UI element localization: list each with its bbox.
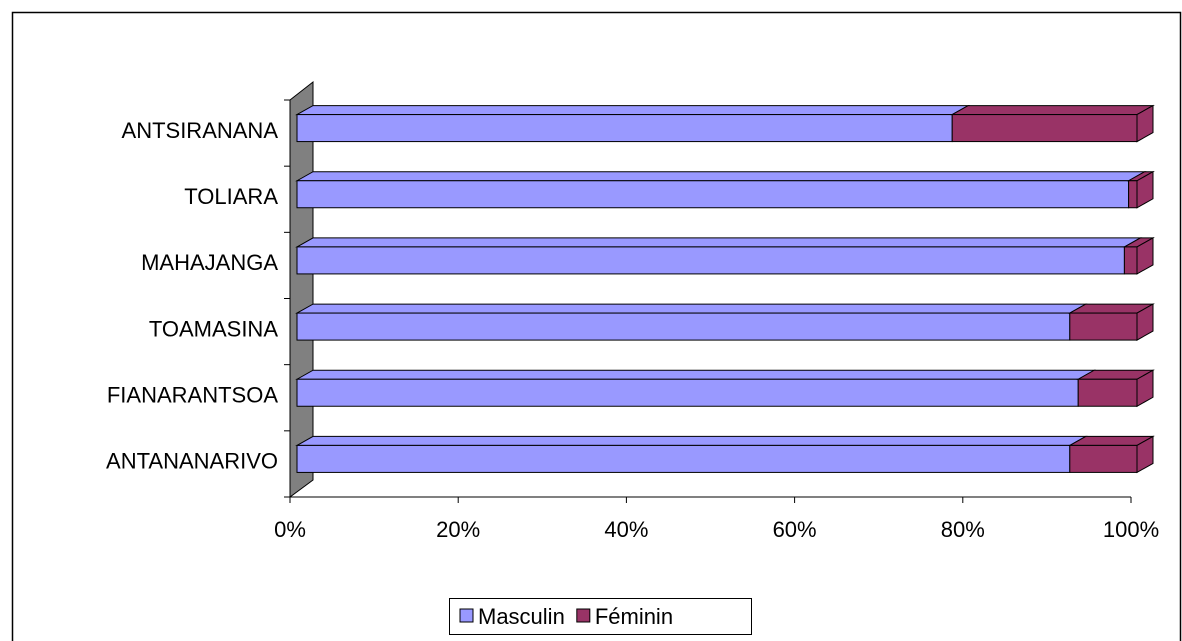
y-tick-label: TOLIARA [184,184,278,209]
x-tick-label: 40% [604,517,648,542]
bar-segment [1126,170,1155,209]
bar-side [1136,435,1154,474]
bar-side [1136,237,1154,275]
x-tick-label: 0% [274,517,306,542]
bar-top [295,303,1088,314]
y-tick-label: ANTANANARIVO [106,449,278,474]
y-tick-label: TOAMASINA [149,316,279,341]
bar-front [296,312,1071,341]
x-tick-label: 20% [436,517,480,542]
bar-side [1136,369,1154,408]
bar-segment [295,237,1143,275]
bar-top [295,105,971,116]
bar-side [1136,303,1154,341]
x-tick-label: 60% [773,517,817,542]
bar-side [1136,170,1154,209]
bar-segment [1067,303,1155,341]
bar-segment [295,303,1088,341]
bar-front [1128,180,1138,209]
bar-segment [950,104,1155,143]
x-tick-label: 100% [1103,517,1159,542]
y-tick-label: FIANARANTSOA [107,383,278,408]
bar-top [950,105,1155,116]
bar-top [295,237,1143,248]
bar-front [1069,312,1138,341]
bar-segment [295,369,1097,407]
bar-front [1069,444,1138,473]
bar-side [1136,104,1154,143]
legend-swatch [459,608,474,623]
bar-segment [1122,237,1155,275]
bar-front [296,114,953,143]
bar-segment [295,171,1147,209]
bar-front [1077,378,1138,407]
y-tick-label: MAHAJANGA [141,250,278,275]
x-tick-label: 80% [941,517,985,542]
bar-segment [295,435,1088,473]
bar-front [1123,246,1138,275]
bar-front [296,246,1125,275]
bar-front [296,444,1071,473]
bar-front [296,180,1130,209]
bar-segment [1067,435,1155,474]
legend-swatch [576,608,591,623]
back-wall [289,80,314,498]
bar-top [295,435,1088,446]
bar-top [295,171,1147,182]
bar-segment [295,105,971,143]
bar-segment [1076,369,1155,408]
legend-label: Masculin [478,604,565,629]
legend-box [449,598,752,635]
bar-front [951,114,1138,143]
y-tick-label: ANTSIRANANA [122,118,279,143]
bar-top [295,369,1097,380]
bar-front [296,378,1079,407]
legend-label: Féminin [595,604,673,629]
